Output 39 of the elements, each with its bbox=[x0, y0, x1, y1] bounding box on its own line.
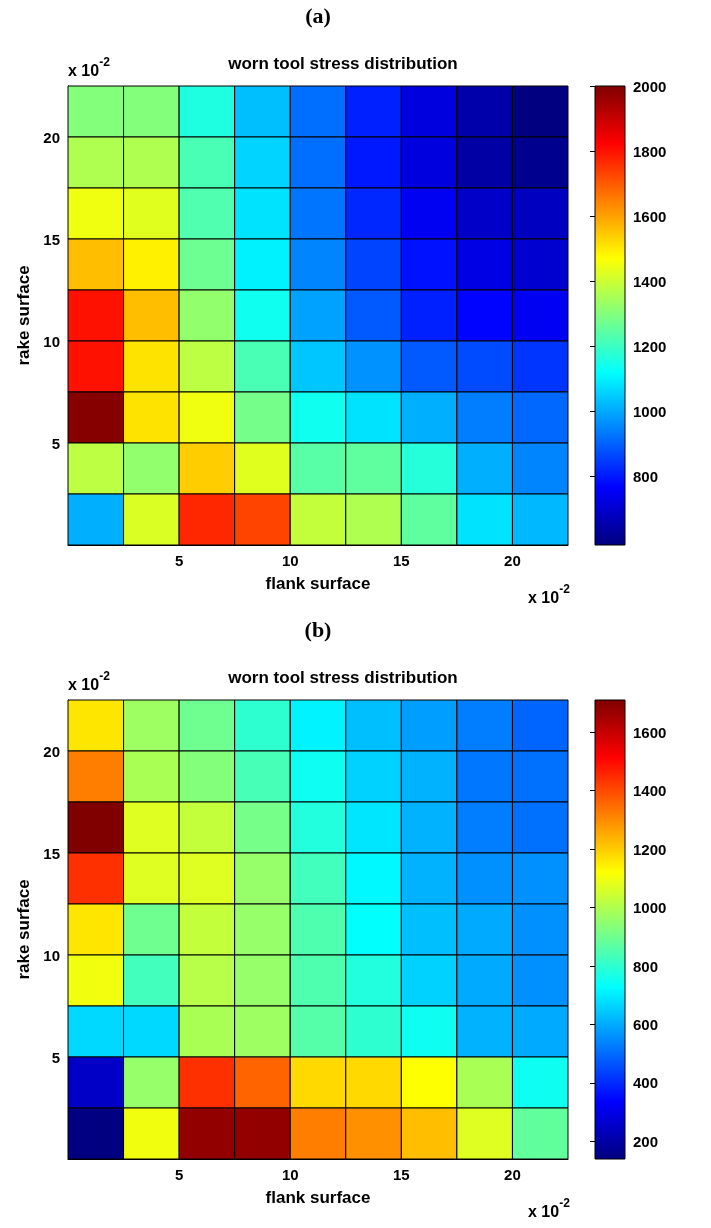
color-bar-label: 1800 bbox=[633, 142, 667, 160]
x-tick-label: 20 bbox=[504, 1166, 521, 1183]
y-axis-title: rake surface bbox=[14, 879, 33, 980]
color-bar-label: 600 bbox=[633, 1016, 659, 1034]
color-bar-label: 1400 bbox=[633, 272, 667, 290]
chart-title: worn tool stress distribution bbox=[227, 54, 458, 73]
chart-title: worn tool stress distribution bbox=[227, 668, 458, 687]
x-tick-label: 10 bbox=[281, 1166, 299, 1183]
x-tick-label: 10 bbox=[281, 552, 299, 569]
y-tick-label: 20 bbox=[43, 128, 60, 146]
color-bar-label: 800 bbox=[633, 957, 659, 975]
x-tick-label: 20 bbox=[504, 552, 521, 569]
y-tick-label: 10 bbox=[43, 946, 60, 964]
x-axis-title: flank surface bbox=[265, 1188, 371, 1207]
color-bar-label: 1600 bbox=[633, 207, 667, 225]
color-bar-label: 800 bbox=[633, 468, 659, 486]
color-bar-label: 1000 bbox=[633, 403, 667, 421]
color-bar-label: 1200 bbox=[633, 337, 667, 355]
y-tick-label: 5 bbox=[51, 1048, 60, 1066]
color-bar-label: 1600 bbox=[633, 723, 667, 741]
x-tick-label: 5 bbox=[174, 1166, 184, 1183]
color-bar-label: 1200 bbox=[633, 840, 667, 858]
color-bar-label: 1000 bbox=[633, 899, 667, 917]
y-tick-label: 10 bbox=[43, 332, 60, 350]
y-tick-label: 15 bbox=[43, 844, 60, 862]
text: (a) bbox=[305, 2, 331, 28]
x-axis-title: flank surface bbox=[265, 574, 371, 593]
x-tick-label: 5 bbox=[174, 552, 184, 569]
y-tick-label: 15 bbox=[43, 230, 60, 248]
color-bar-label: 400 bbox=[633, 1074, 659, 1092]
x-tick-label: 15 bbox=[392, 552, 410, 569]
color-bar-label: 1400 bbox=[633, 782, 667, 800]
color-bar-label: 2000 bbox=[633, 77, 667, 95]
color-bar-label: 200 bbox=[633, 1132, 659, 1150]
x-tick-label: 15 bbox=[392, 1166, 410, 1183]
text: (b) bbox=[304, 616, 332, 642]
y-tick-label: 20 bbox=[43, 742, 60, 760]
y-axis-title: rake surface bbox=[14, 265, 33, 366]
y-tick-label: 5 bbox=[51, 434, 60, 452]
